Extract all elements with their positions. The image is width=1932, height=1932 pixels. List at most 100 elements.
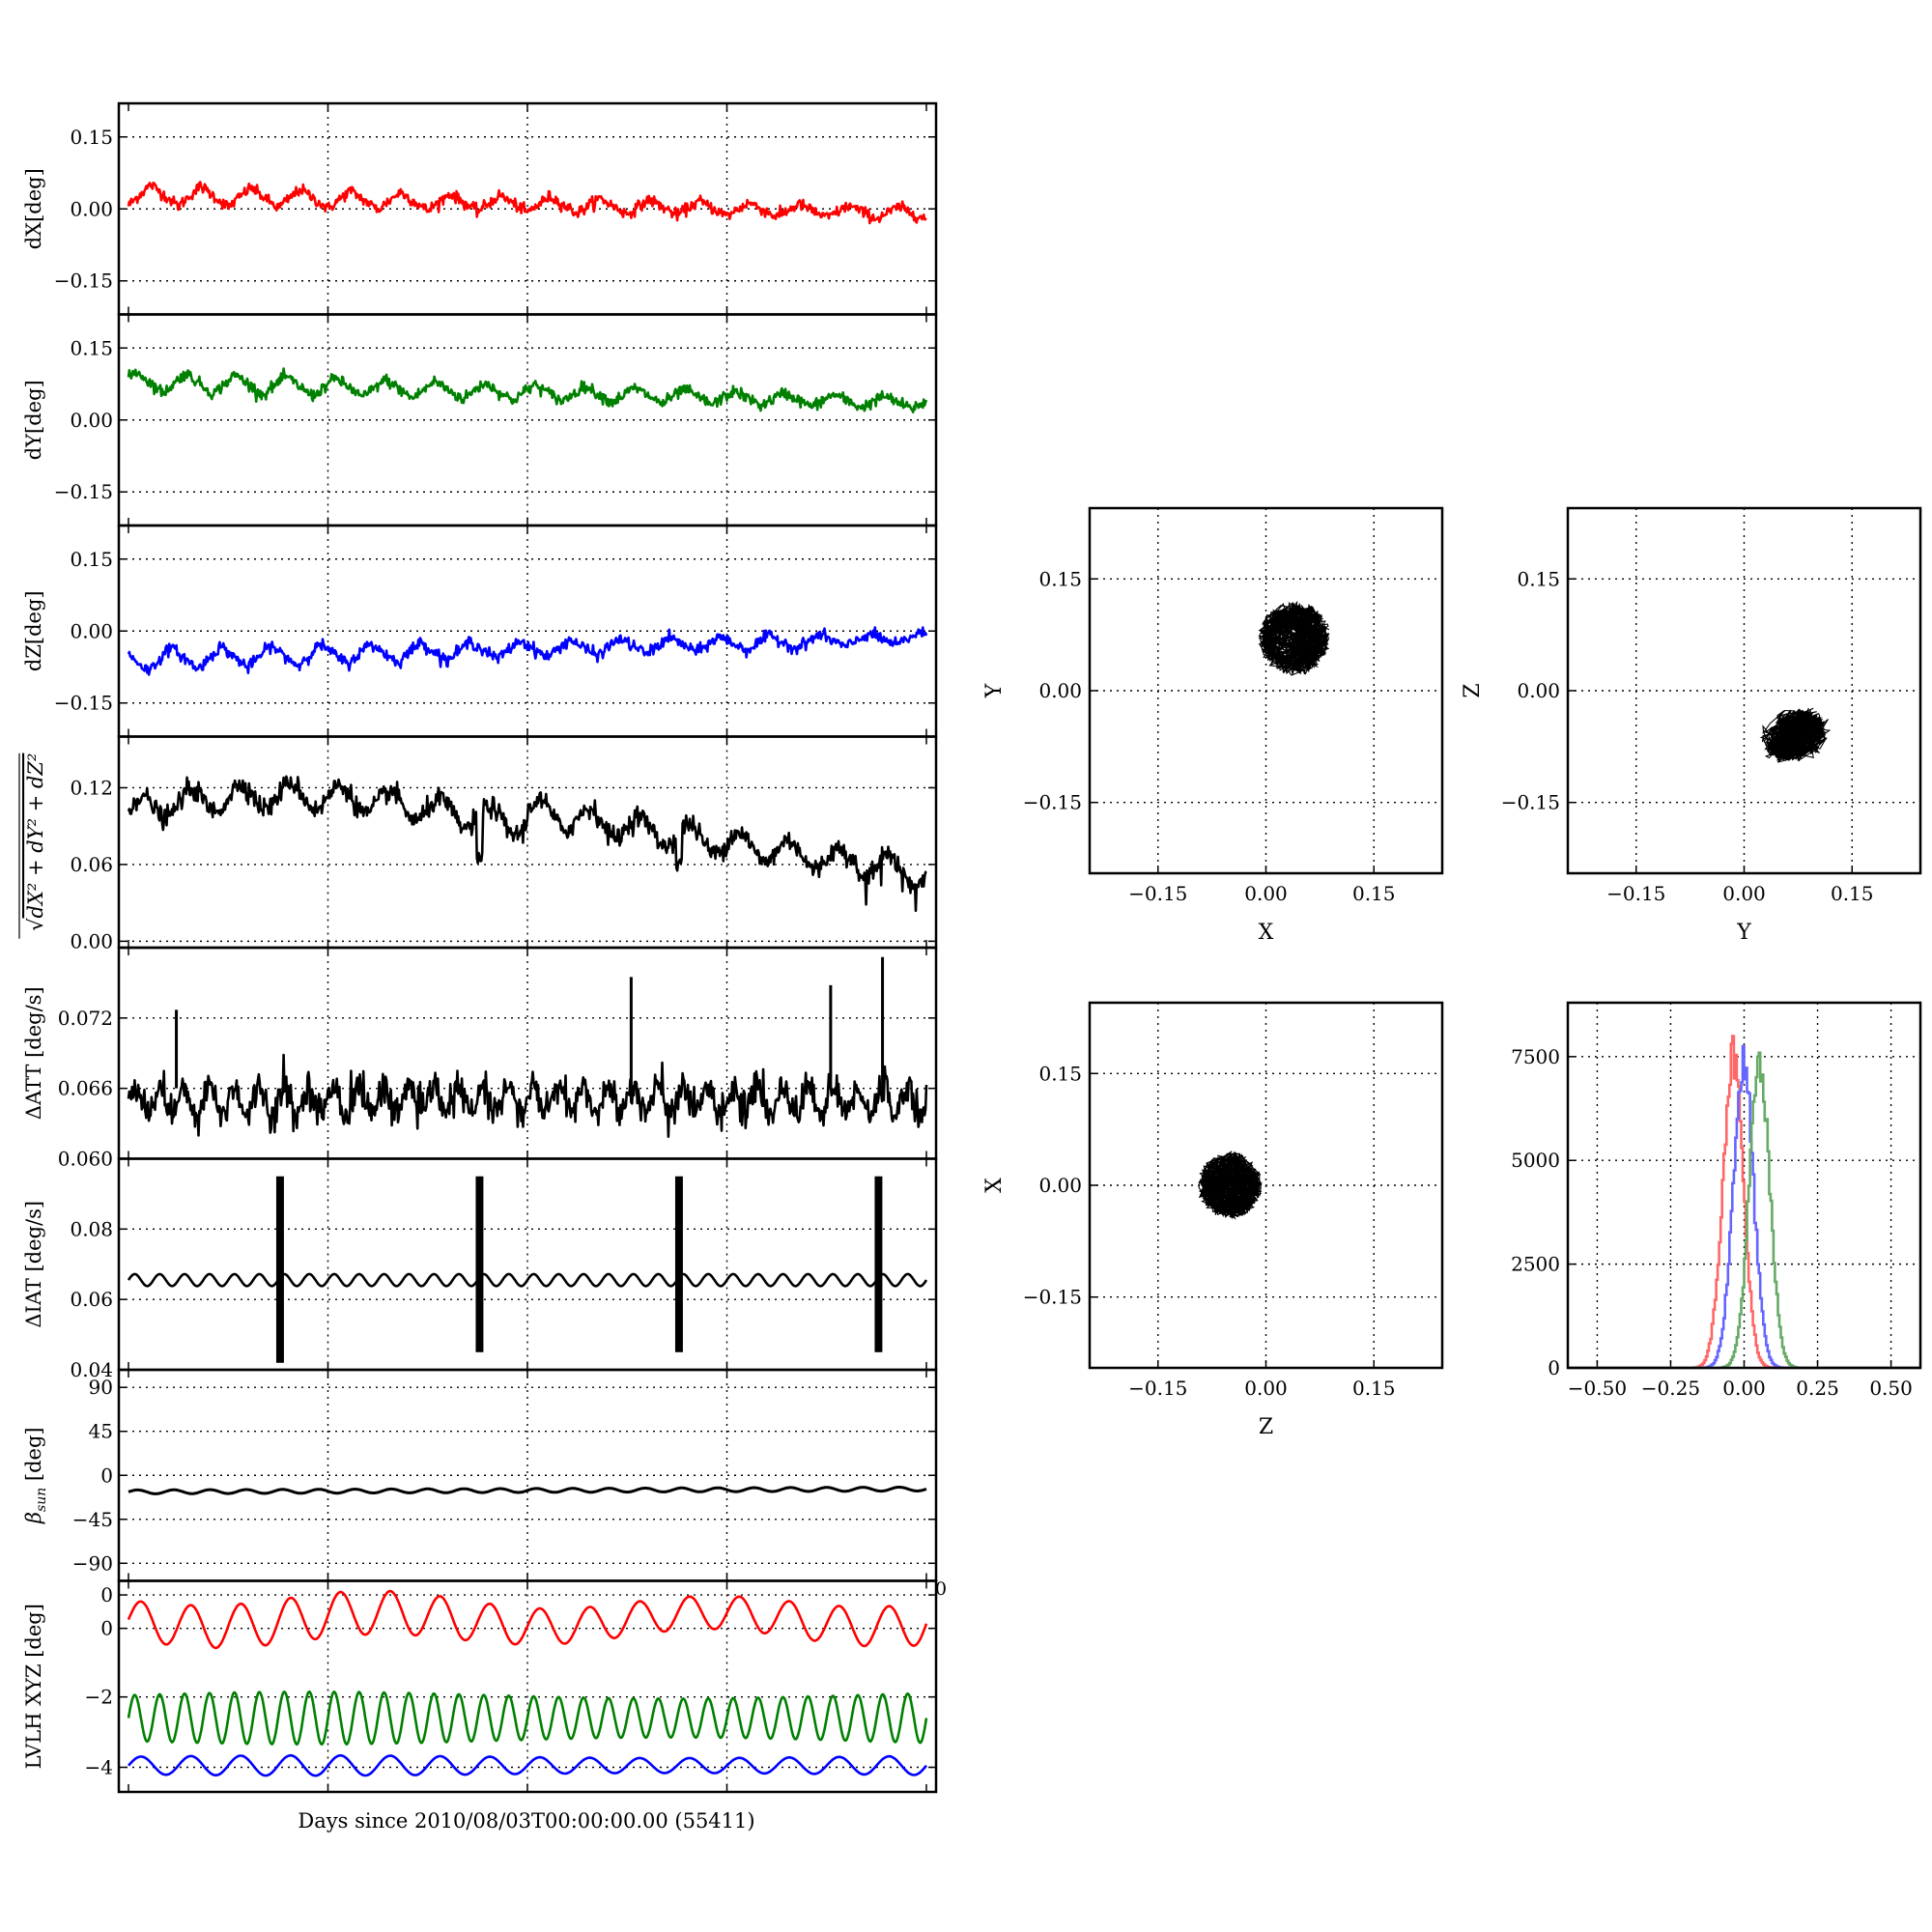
y-tick-label: 0.15: [70, 548, 113, 571]
y-tick-label: −0.15: [54, 692, 113, 715]
panel-frame: [117, 1157, 938, 1372]
series-group: [127, 1176, 928, 1363]
x-tick-label: 0.15: [1831, 882, 1874, 905]
y-tick-label: 0.15: [70, 126, 113, 149]
y-tick-label: 2500: [1511, 1253, 1560, 1276]
panel-beta: 90 45 0 −45 −90 βsun [deg]: [22, 1368, 938, 1582]
y-tick-label: 0.12: [70, 776, 113, 799]
y-tick-label: −90: [72, 1551, 113, 1575]
timeseries-panels: 0.15 0.00 −0.15 dX[deg] 0.15 0.00 −0.15 dY[deg]…: [18, 101, 938, 1794]
scatter-zx: −0.15 0.15 0.00 0.00 0.15 −0.15 Z X: [982, 1001, 1444, 1439]
series-group: [128, 1486, 927, 1495]
panel-dz: 0.15 0.00 −0.15 dZ[deg]: [22, 524, 938, 738]
y-tick-label: 0.00: [1038, 1174, 1082, 1197]
y-tick-label: 0.00: [70, 197, 113, 220]
y-tick-label: 45: [89, 1420, 113, 1443]
y-axis-label: dZ[deg]: [22, 590, 45, 671]
x-tick-label: 0.00: [1244, 1377, 1288, 1400]
y-tick-label: 0.04: [70, 1358, 113, 1381]
y-tick-label: 0.06: [70, 853, 113, 876]
y-tick-label: 0.15: [70, 336, 113, 359]
panel-lvlh: 0 0 −2 −4 LVLH XYZ [deg]: [22, 1579, 938, 1794]
x-tick-label: 0.00: [1722, 882, 1766, 905]
y-tick-label: 0: [1548, 1356, 1560, 1379]
x-tick-label: 0.15: [1352, 882, 1396, 905]
x-axis-label: X: [1259, 921, 1274, 945]
y-tick-label: −0.15: [1023, 791, 1082, 814]
x-tick-label: −0.15: [1606, 882, 1665, 905]
panel-dy: 0.15 0.00 −0.15 dY[deg]: [22, 313, 938, 527]
series-group: [127, 956, 928, 1138]
y-tick-label: 0.00: [70, 409, 113, 432]
y-tick-label: −4: [85, 1756, 113, 1779]
y-axis-label: dY[deg]: [22, 380, 45, 460]
panel-frame: [1088, 1001, 1444, 1370]
y-axis-label: LVLH XYZ [deg]: [22, 1604, 45, 1769]
x-tick-label: 0.15: [1352, 1377, 1396, 1400]
y-tick-label: 0.15: [1038, 1062, 1082, 1085]
y-axis-label: √dX² + dY² + dZ²: [24, 753, 47, 931]
y-tick-label: 0.066: [58, 1077, 113, 1100]
panel-iat: 0.08 0.06 0.04 ΔIAT [deg/s]: [22, 1157, 938, 1381]
stray-tick-label: 0: [935, 1578, 947, 1600]
x-axis-label: Y: [1736, 921, 1751, 945]
panel-frame: [1566, 1001, 1922, 1370]
lvlh-x-line: [127, 1589, 928, 1650]
y-tick-label: −2: [85, 1686, 113, 1709]
panel-frame: [1566, 506, 1922, 875]
x-tick-label: −0.50: [1568, 1377, 1627, 1400]
y-axis-label: βsun [deg]: [22, 1427, 49, 1524]
att-line: [127, 1053, 928, 1138]
lvlh-y-line: [127, 1690, 928, 1747]
y-tick-label: 0.08: [70, 1217, 113, 1240]
x-tick-label: −0.15: [1128, 882, 1187, 905]
y-axis-label: ΔIAT [deg/s]: [22, 1201, 45, 1328]
series-group: [127, 775, 927, 913]
panel-dx: 0.15 0.00 −0.15 dX[deg]: [22, 101, 938, 316]
y-axis-label: X: [982, 1178, 1007, 1193]
histogram-panel: −0.50 −0.25 0.00 0.25 0.50 7500 5000 2500 0: [1511, 1001, 1922, 1400]
y-tick-label: 0.00: [1038, 679, 1082, 702]
y-tick-label: −0.15: [1501, 791, 1560, 814]
series-group: [127, 1589, 928, 1777]
x-tick-label: 0.00: [1722, 1377, 1766, 1400]
series-group: [127, 181, 927, 225]
y-axis-label: Y: [982, 683, 1007, 698]
y-tick-label: −0.15: [1023, 1286, 1082, 1309]
y-tick-label: −45: [72, 1508, 113, 1531]
hist-dx-line: [1568, 1035, 1920, 1370]
x-tick-label: −0.25: [1641, 1377, 1700, 1400]
x-tick-label: 0.50: [1869, 1377, 1913, 1400]
y-tick-label: 0.15: [1517, 567, 1560, 590]
panel-att: 0.072 0.066 0.060 ΔATT [deg/s]: [22, 946, 938, 1171]
y-tick-label: 0: [100, 1583, 113, 1606]
y-tick-label: 0.072: [58, 1007, 113, 1030]
y-tick-label: 7500: [1511, 1045, 1560, 1068]
scatter-panels: −0.15 0.15 0.00 0.00 0.15 −0.15 X Y −0.15 0.15 0.0…: [982, 506, 1922, 1439]
series-group: [127, 367, 928, 413]
y-tick-label: 0: [100, 1463, 113, 1487]
dx-line: [127, 181, 927, 225]
panel-frame: [117, 1579, 938, 1794]
x-axis-label: Z: [1259, 1415, 1273, 1439]
panel-frame: [117, 735, 938, 950]
scatter-trace: [1258, 600, 1330, 676]
y-axis-label: ΔATT [deg/s]: [22, 986, 45, 1120]
y-tick-label: 0.06: [70, 1288, 113, 1311]
panel-mag: 0.12 0.06 0.00 √dX² + dY² + dZ²: [18, 735, 938, 952]
x-tick-label: 0.00: [1244, 882, 1288, 905]
scatter-trace: [1759, 707, 1832, 763]
mag-line: [127, 775, 927, 913]
y-axis-label: dX[deg]: [22, 168, 45, 249]
panel-frame: [1088, 506, 1444, 875]
y-tick-label: −0.15: [54, 480, 113, 503]
y-tick-label: 0.00: [70, 619, 113, 642]
scatter-yz: −0.15 0.15 0.00 0.00 0.15 −0.15 Y Z: [1461, 506, 1922, 945]
scatter-xy: −0.15 0.15 0.00 0.00 0.15 −0.15 X Y: [982, 506, 1444, 945]
panel-frame: [117, 946, 938, 1160]
y-tick-label: 0.15: [1038, 567, 1082, 590]
scatter-trace: [1198, 1151, 1263, 1220]
y-tick-label: 90: [89, 1376, 113, 1399]
y-axis-label: Z: [1461, 683, 1485, 697]
y-tick-label: 0: [100, 1617, 113, 1640]
